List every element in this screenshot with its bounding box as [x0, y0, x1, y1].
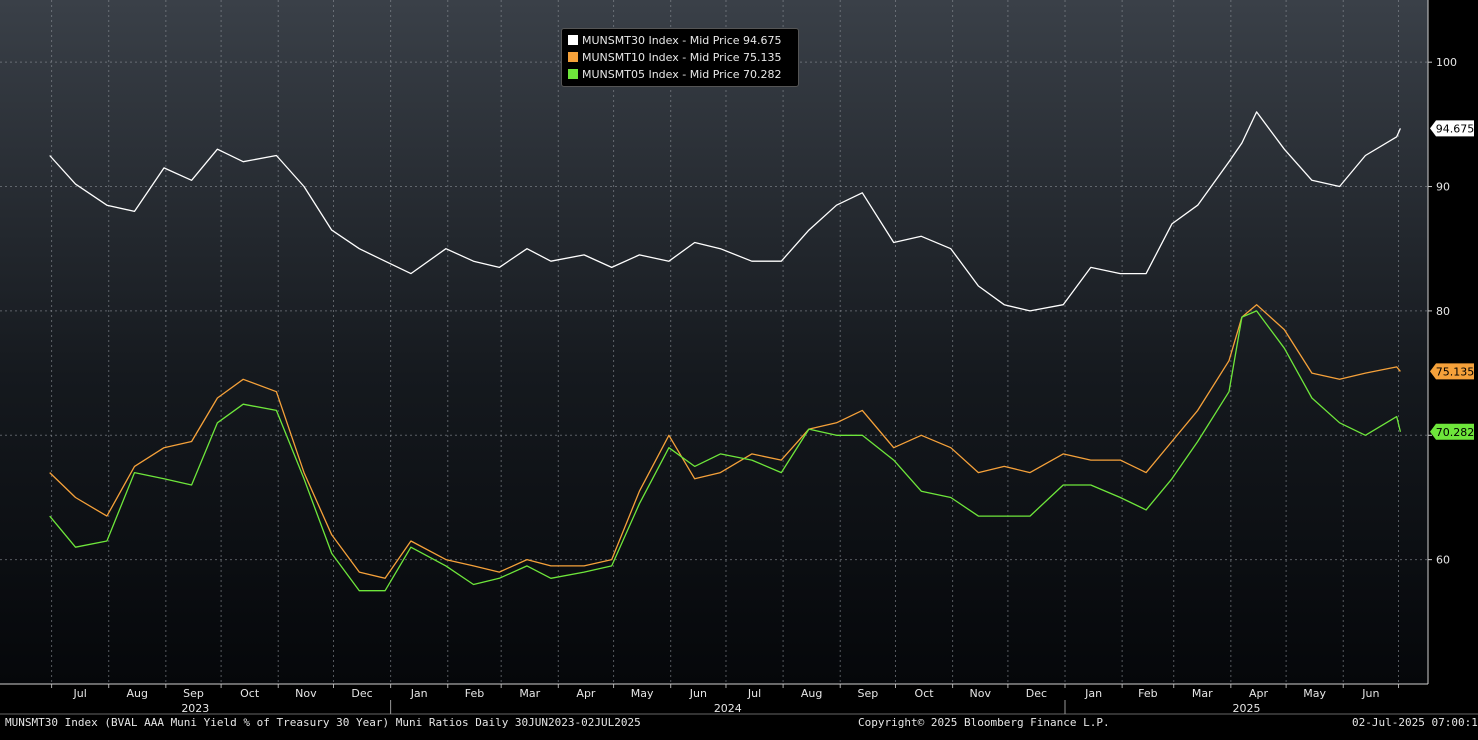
last-value-tag-munsmt10	[1430, 363, 1474, 380]
x-year-label: 2024	[714, 702, 742, 715]
x-tick-label: Nov	[295, 687, 317, 700]
last-value-tag-munsmt05	[1430, 423, 1474, 440]
x-tick-label: Sep	[183, 687, 204, 700]
legend-swatch-munsmt30	[568, 35, 578, 45]
series-line-munsmt05	[49, 310, 1402, 592]
x-tick-label: Jun	[689, 687, 707, 700]
y-tick-label: 100	[1436, 56, 1457, 69]
chart-legend: MUNSMT30 Index - Mid Price 94.675 MUNSMT…	[561, 28, 799, 87]
y-tick-label: 90	[1436, 181, 1450, 194]
legend-item-munsmt05: MUNSMT05 Index - Mid Price 70.282	[562, 68, 798, 83]
legend-item-munsmt10: MUNSMT10 Index - Mid Price 75.135	[562, 51, 798, 66]
legend-label-munsmt05: MUNSMT05 Index - Mid Price 70.282	[582, 68, 782, 81]
chart-description: MUNSMT30 Index (BVAL AAA Muni Yield % of…	[5, 716, 641, 729]
series-line-munsmt30	[49, 111, 1401, 312]
legend-swatch-munsmt05	[568, 69, 578, 79]
x-tick-label: Mar	[1192, 687, 1213, 700]
x-tick-label: Apr	[576, 687, 596, 700]
x-tick-label: Dec	[1026, 687, 1047, 700]
x-tick-label: Apr	[1249, 687, 1269, 700]
last-value-label-munsmt30: 94.675	[1436, 122, 1475, 135]
x-tick-label: Jan	[410, 687, 428, 700]
last-value-label-munsmt05: 70.282	[1436, 426, 1475, 439]
x-tick-label: Jul	[73, 687, 87, 700]
x-tick-label: Jun	[1361, 687, 1379, 700]
timestamp: 02-Jul-2025 07:00:17	[1352, 716, 1478, 729]
series-line-munsmt10	[49, 304, 1401, 579]
x-tick-label: May	[631, 687, 654, 700]
x-year-label: 2023	[181, 702, 209, 715]
x-tick-label: May	[1303, 687, 1326, 700]
x-tick-label: Nov	[970, 687, 992, 700]
x-tick-label: Oct	[915, 687, 935, 700]
x-tick-label: Feb	[1138, 687, 1157, 700]
y-tick-label: 80	[1436, 305, 1450, 318]
x-year-label: 2025	[1233, 702, 1261, 715]
x-tick-label: Aug	[127, 687, 148, 700]
legend-label-munsmt30: MUNSMT30 Index - Mid Price 94.675	[582, 34, 782, 47]
last-value-tag-munsmt30	[1430, 120, 1474, 137]
x-tick-label: Aug	[801, 687, 822, 700]
y-tick-label: 60	[1436, 554, 1450, 567]
x-tick-label: Mar	[519, 687, 540, 700]
last-value-label-munsmt10: 75.135	[1436, 365, 1475, 378]
x-tick-label: Jul	[747, 687, 761, 700]
x-tick-label: Dec	[351, 687, 372, 700]
x-tick-label: Oct	[240, 687, 260, 700]
x-tick-label: Jan	[1084, 687, 1102, 700]
x-tick-label: Feb	[465, 687, 484, 700]
legend-label-munsmt10: MUNSMT10 Index - Mid Price 75.135	[582, 51, 782, 64]
legend-item-munsmt30: MUNSMT30 Index - Mid Price 94.675	[562, 34, 798, 49]
legend-swatch-munsmt10	[568, 52, 578, 62]
x-tick-label: Sep	[857, 687, 878, 700]
copyright-notice: Copyright© 2025 Bloomberg Finance L.P.	[858, 716, 1110, 729]
plot-area	[0, 0, 1428, 684]
